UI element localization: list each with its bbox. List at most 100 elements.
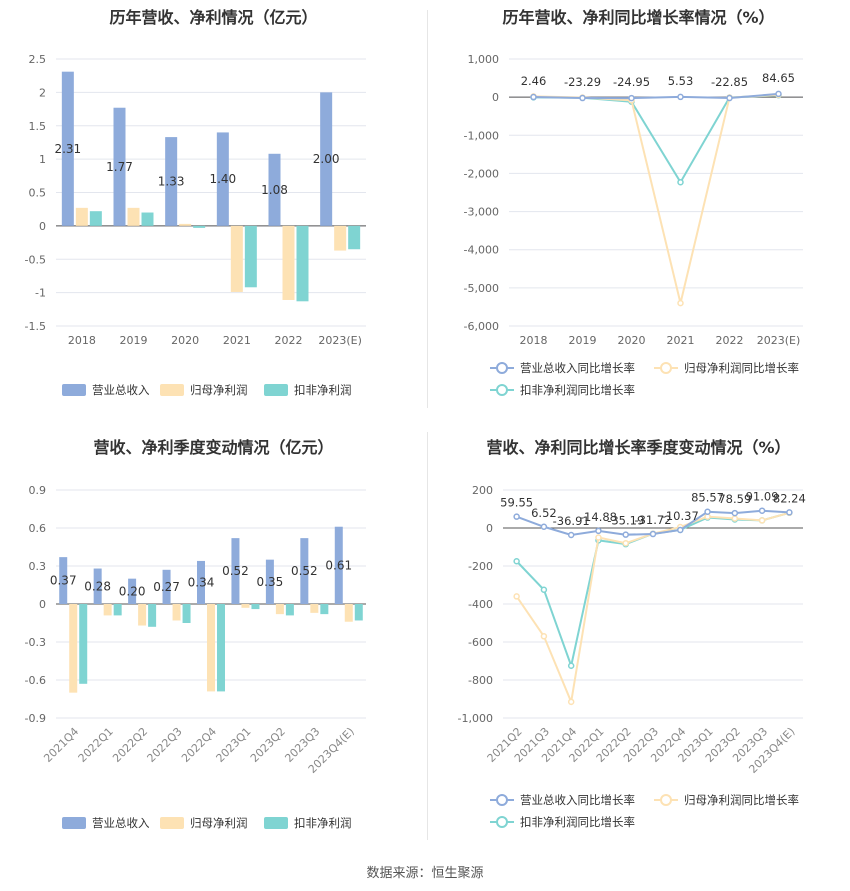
quarterly-growth-panel: 营收、净利同比增长率季度变动情况（%） -1,000 -800 -600 -400 -2… bbox=[427, 420, 850, 850]
bar bbox=[128, 578, 137, 604]
y-tick-label: 0.6 bbox=[29, 522, 47, 535]
bar bbox=[296, 225, 309, 302]
bar bbox=[231, 538, 240, 604]
data-label: 2.00 bbox=[313, 152, 340, 166]
y-tick-label: -1 bbox=[35, 287, 46, 300]
y-tick-label: 0 bbox=[492, 91, 499, 104]
data-label: -31.72 bbox=[634, 513, 671, 527]
bar bbox=[141, 212, 154, 226]
data-point bbox=[530, 93, 537, 101]
y-tick-label: 1,000 bbox=[468, 53, 500, 66]
x-tick-label: 2019 bbox=[569, 334, 597, 347]
data-point bbox=[649, 530, 657, 538]
x-tick-label: 2023Q1 bbox=[214, 725, 254, 765]
bar bbox=[207, 604, 215, 692]
data-label: -22.85 bbox=[711, 75, 748, 89]
y-tick-label: 0 bbox=[486, 522, 493, 535]
y-tick-label: -2,000 bbox=[464, 167, 499, 180]
bar bbox=[197, 560, 205, 604]
chart-title: 营收、净利季度变动情况（亿元） bbox=[93, 438, 334, 457]
bar bbox=[172, 604, 181, 621]
quarterly-bar-chart: -0.9 -0.6 -0.3 0 0.3 0.6 0.9 0.37 0.28 0.20 0.27 0.… bbox=[25, 484, 366, 830]
annual-growth-panel: 历年营收、净利同比增长率情况（%） -6,000 -5,000 -4,000 -3,0… bbox=[427, 0, 850, 420]
x-tick-label: 2020 bbox=[171, 334, 199, 347]
y-tick-label: -400 bbox=[468, 598, 493, 611]
bar bbox=[59, 557, 68, 604]
data-point bbox=[595, 527, 602, 535]
y-tick-label: 0.3 bbox=[29, 560, 47, 573]
legend-marker bbox=[496, 384, 508, 396]
bar bbox=[285, 604, 294, 616]
legend-label: 扣非净利润同比增长率 bbox=[520, 815, 635, 829]
y-tick-label: 1.5 bbox=[29, 120, 47, 133]
data-label: -36.91 bbox=[553, 514, 590, 528]
bar bbox=[334, 526, 343, 604]
legend-label: 营业总收入 bbox=[92, 816, 150, 830]
x-tick-label: 2018 bbox=[68, 334, 96, 347]
data-point bbox=[595, 534, 602, 541]
data-label: 0.27 bbox=[153, 580, 180, 594]
x-tick-label: 2022 bbox=[275, 334, 303, 347]
bar bbox=[216, 132, 229, 226]
bar bbox=[148, 604, 157, 627]
data-label: 0.35 bbox=[257, 575, 284, 589]
bar bbox=[310, 604, 319, 613]
legend-swatch bbox=[62, 817, 86, 829]
data-source-note: 数据来源：恒生聚源 bbox=[366, 866, 484, 881]
y-tick-label: -1.5 bbox=[25, 320, 46, 333]
x-tick-label: 2020 bbox=[618, 334, 646, 347]
data-point bbox=[704, 508, 711, 515]
data-label: 1.33 bbox=[158, 174, 185, 188]
bar bbox=[265, 559, 274, 604]
data-point bbox=[628, 94, 635, 102]
y-tick-label: -3,000 bbox=[464, 206, 499, 219]
data-label: 84.65 bbox=[762, 71, 795, 85]
legend-label: 营业总收入同比增长率 bbox=[520, 361, 635, 375]
data-label: 2.46 bbox=[521, 74, 547, 88]
data-label: 2.31 bbox=[54, 142, 81, 156]
data-label: 85.57 bbox=[691, 491, 724, 505]
legend-swatch bbox=[264, 384, 288, 396]
bar bbox=[334, 225, 347, 251]
y-tick-label: -800 bbox=[468, 674, 493, 687]
x-tick-label: 2023(E) bbox=[757, 334, 801, 347]
bar bbox=[268, 153, 281, 226]
x-tick-label: 2021Q4 bbox=[41, 725, 81, 765]
legend-label: 扣非净利润同比增长率 bbox=[520, 383, 635, 397]
x-tick-label: 2021 bbox=[667, 334, 695, 347]
data-label: 0.34 bbox=[188, 575, 215, 589]
bar bbox=[193, 225, 206, 228]
bar bbox=[165, 137, 178, 226]
data-label: -24.95 bbox=[613, 75, 650, 89]
data-label: 91.09 bbox=[746, 490, 779, 504]
bar bbox=[93, 568, 102, 604]
data-point bbox=[726, 94, 733, 102]
quarterly-line-chart: -1,000 -800 -600 -400 -200 0 200 59.556.52-36.9… bbox=[458, 484, 806, 829]
bar bbox=[127, 207, 140, 226]
bar bbox=[182, 604, 191, 623]
data-point bbox=[622, 531, 629, 538]
legend-marker bbox=[660, 362, 672, 374]
x-tick-label: 2022Q3 bbox=[145, 725, 185, 765]
data-label: 1.40 bbox=[209, 172, 236, 186]
bar bbox=[230, 225, 243, 292]
series-line bbox=[515, 511, 790, 706]
data-label: 1.77 bbox=[106, 160, 133, 174]
data-label: 0.28 bbox=[84, 579, 111, 593]
bar bbox=[69, 604, 78, 693]
y-tick-label: -0.6 bbox=[25, 674, 46, 687]
legend-label: 归母净利润同比增长率 bbox=[684, 793, 799, 807]
legend-swatch bbox=[160, 817, 184, 829]
legend-label: 归母净利润 bbox=[190, 383, 248, 397]
y-tick-label: -600 bbox=[468, 636, 493, 649]
legend-label: 归母净利润同比增长率 bbox=[684, 361, 799, 375]
data-label: -10.37 bbox=[662, 509, 699, 523]
y-tick-label: -6,000 bbox=[464, 320, 499, 333]
bar bbox=[103, 604, 112, 616]
y-tick-label: 0 bbox=[39, 220, 46, 233]
data-label: 6.52 bbox=[531, 506, 557, 520]
data-point bbox=[677, 178, 684, 186]
y-tick-label: 0.5 bbox=[29, 187, 47, 200]
legend-label: 扣非净利润 bbox=[294, 383, 352, 397]
x-tick-label: 2022Q4 bbox=[179, 725, 219, 765]
